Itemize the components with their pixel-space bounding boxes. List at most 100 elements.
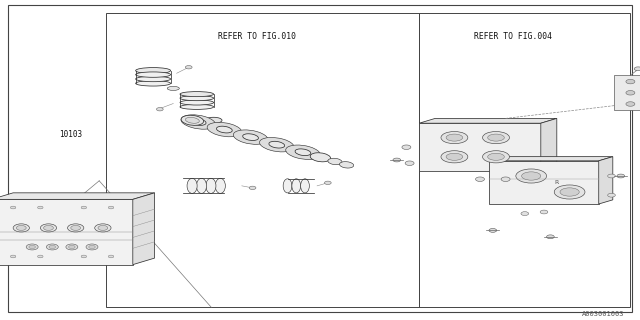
Circle shape: [405, 161, 414, 165]
Ellipse shape: [89, 245, 95, 249]
Ellipse shape: [207, 122, 242, 137]
Ellipse shape: [216, 126, 232, 133]
Ellipse shape: [71, 226, 81, 230]
Circle shape: [608, 174, 616, 178]
Text: 10103: 10103: [59, 130, 82, 139]
Bar: [419, 123, 541, 171]
Ellipse shape: [560, 188, 579, 196]
Ellipse shape: [98, 226, 108, 230]
Polygon shape: [0, 193, 155, 199]
Circle shape: [547, 235, 554, 239]
Ellipse shape: [292, 179, 301, 193]
Circle shape: [156, 108, 163, 111]
Ellipse shape: [243, 134, 259, 140]
Bar: [106, 13, 419, 307]
Ellipse shape: [180, 104, 214, 109]
Ellipse shape: [269, 141, 285, 148]
Ellipse shape: [516, 169, 547, 183]
Circle shape: [626, 79, 635, 84]
Ellipse shape: [136, 68, 171, 74]
Circle shape: [521, 212, 529, 216]
Ellipse shape: [181, 115, 216, 129]
Circle shape: [108, 255, 114, 258]
Circle shape: [10, 206, 16, 209]
Ellipse shape: [259, 138, 294, 152]
Text: REFER TO FIG.010: REFER TO FIG.010: [218, 32, 296, 41]
Ellipse shape: [13, 224, 29, 232]
Circle shape: [501, 177, 510, 181]
Bar: [490, 161, 599, 204]
Ellipse shape: [339, 162, 354, 168]
Circle shape: [617, 174, 625, 178]
Ellipse shape: [206, 178, 216, 193]
Text: REFER TO FIG.004: REFER TO FIG.004: [474, 32, 552, 41]
Ellipse shape: [136, 72, 171, 77]
Circle shape: [393, 158, 401, 162]
Text: R: R: [555, 180, 559, 185]
Ellipse shape: [301, 179, 309, 193]
Circle shape: [540, 210, 548, 214]
Bar: [614, 75, 640, 110]
Bar: [419, 13, 630, 307]
Polygon shape: [133, 193, 155, 265]
Ellipse shape: [180, 96, 214, 101]
Ellipse shape: [44, 226, 53, 230]
Circle shape: [476, 177, 484, 181]
Ellipse shape: [196, 178, 207, 193]
Ellipse shape: [441, 151, 468, 163]
Circle shape: [626, 91, 635, 95]
Ellipse shape: [328, 158, 342, 165]
Ellipse shape: [234, 130, 268, 144]
Circle shape: [626, 102, 635, 106]
Polygon shape: [541, 118, 557, 171]
Ellipse shape: [187, 178, 197, 193]
Ellipse shape: [186, 117, 199, 123]
Ellipse shape: [295, 149, 311, 156]
Ellipse shape: [86, 244, 98, 250]
Ellipse shape: [180, 92, 214, 97]
Circle shape: [10, 255, 16, 258]
Ellipse shape: [283, 179, 292, 193]
Circle shape: [402, 145, 411, 149]
Circle shape: [81, 255, 86, 258]
Ellipse shape: [285, 145, 320, 159]
Ellipse shape: [488, 153, 504, 160]
Ellipse shape: [68, 245, 75, 249]
Circle shape: [81, 206, 86, 209]
Ellipse shape: [46, 244, 58, 250]
Polygon shape: [490, 157, 613, 161]
Ellipse shape: [181, 115, 204, 125]
Polygon shape: [599, 157, 613, 204]
Ellipse shape: [483, 132, 509, 144]
Bar: [0, 199, 133, 265]
Circle shape: [324, 181, 332, 185]
Polygon shape: [419, 118, 557, 123]
Ellipse shape: [441, 132, 468, 144]
Circle shape: [186, 66, 192, 69]
Circle shape: [634, 67, 640, 71]
Ellipse shape: [167, 86, 179, 91]
Text: A003001003: A003001003: [582, 311, 624, 317]
Ellipse shape: [205, 117, 222, 123]
Ellipse shape: [95, 224, 111, 232]
Circle shape: [108, 206, 114, 209]
Ellipse shape: [554, 185, 585, 199]
Ellipse shape: [68, 224, 84, 232]
Circle shape: [38, 255, 43, 258]
Ellipse shape: [26, 244, 38, 250]
Circle shape: [249, 186, 256, 189]
Ellipse shape: [522, 172, 541, 180]
Ellipse shape: [136, 81, 171, 86]
Circle shape: [38, 206, 43, 209]
Ellipse shape: [488, 134, 504, 141]
Ellipse shape: [190, 119, 206, 125]
Ellipse shape: [40, 224, 57, 232]
Ellipse shape: [17, 226, 26, 230]
Ellipse shape: [66, 244, 78, 250]
Ellipse shape: [446, 134, 463, 141]
Circle shape: [608, 193, 616, 197]
Circle shape: [489, 228, 497, 232]
Ellipse shape: [446, 153, 463, 160]
Ellipse shape: [136, 76, 171, 82]
Ellipse shape: [49, 245, 56, 249]
